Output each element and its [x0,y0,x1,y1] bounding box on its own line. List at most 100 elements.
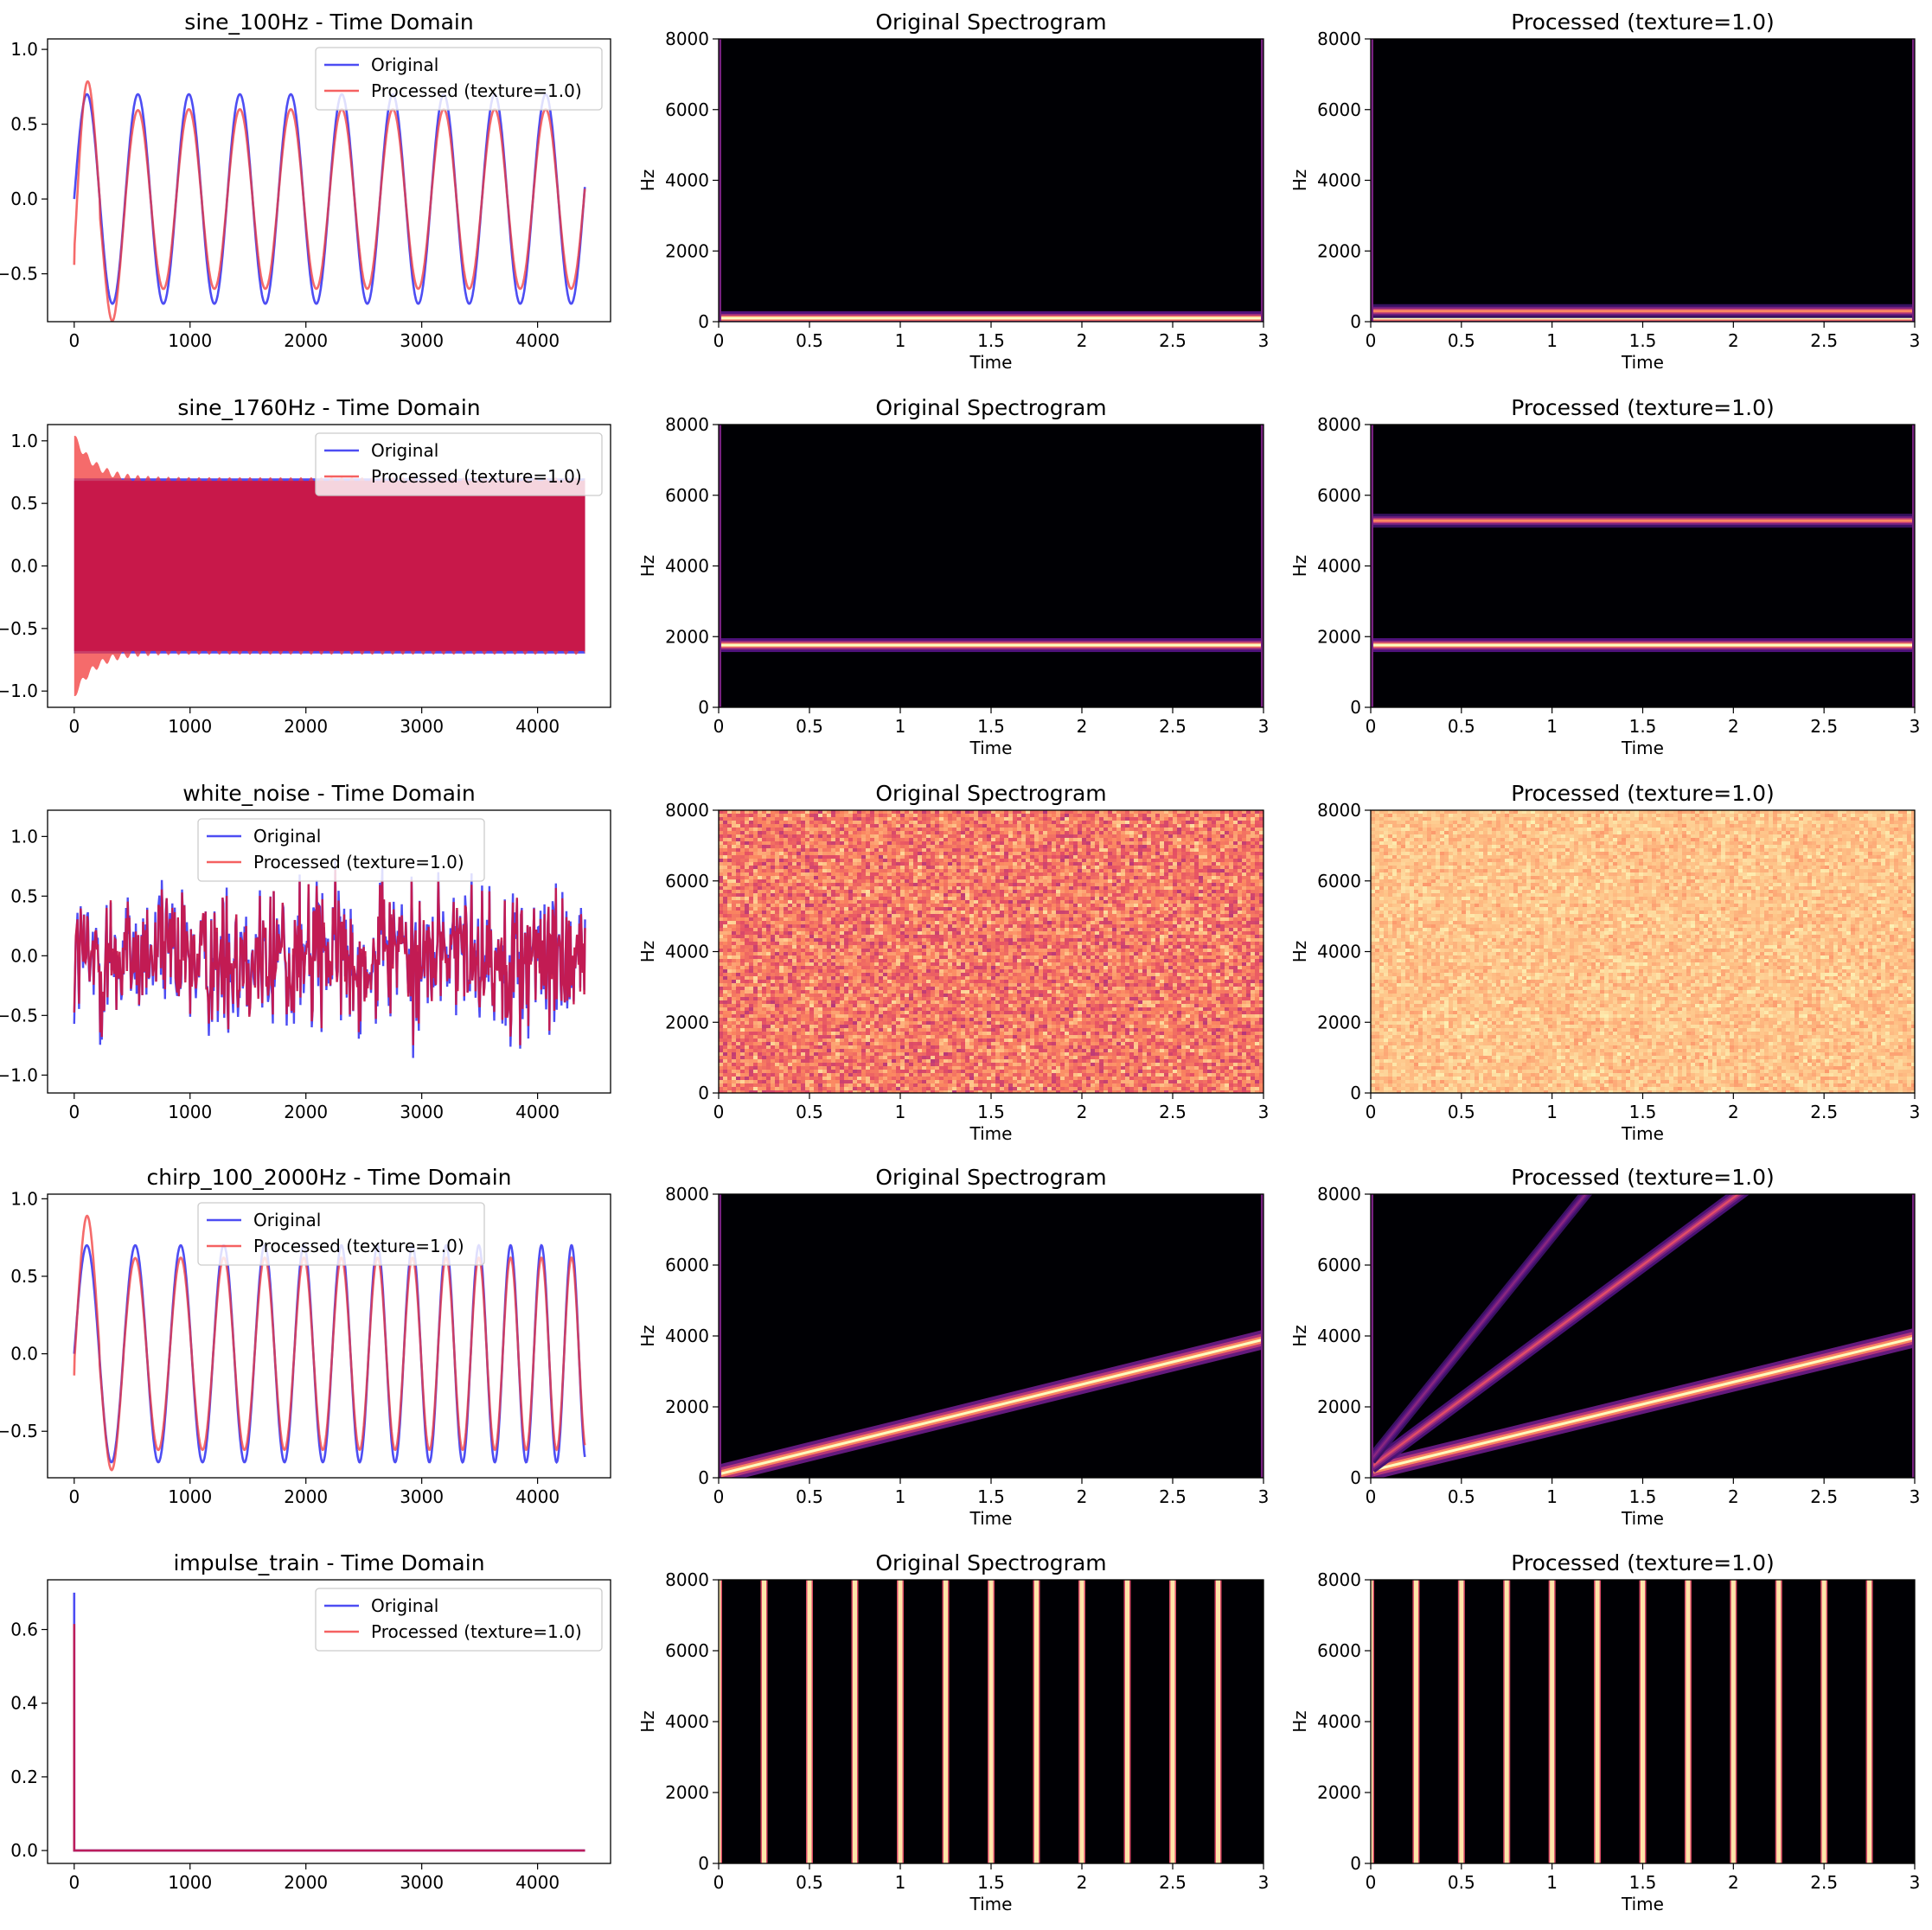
spectrogram-cell [1082,859,1087,863]
spectrogram-cell [840,872,845,877]
spectrogram-cell [1060,848,1065,853]
spectrogram-cell [913,924,918,929]
spectrogram-cell [779,924,784,929]
spectrogram-cell [766,938,771,943]
spectrogram-cell [719,935,724,939]
spectrogram-cell [879,876,884,880]
spectrogram-cell [1065,928,1070,932]
spectrogram-cell [740,852,745,856]
spectrogram-cell [866,845,871,849]
spectrogram-cell [944,831,949,835]
spectrogram-cell [814,883,819,887]
spectrogram-cell [788,838,793,842]
spectrogram-cell [749,866,754,870]
spectrogram-cell [822,931,828,936]
y-tick-label: 2000 [665,626,709,647]
spectrogram-cell [835,890,841,894]
spectrogram-cell [1000,883,1005,887]
spectrogram-cell [857,848,862,853]
spectrogram-cell [771,911,776,915]
spectrogram-cell [784,848,789,853]
spectrogram-cell [1000,834,1005,839]
spectrogram-cell [1021,862,1027,866]
spectrogram-cell [779,917,784,922]
spectrogram-cell [1013,879,1018,884]
spectrogram-cell [1129,821,1135,825]
spectrogram-cell [749,917,754,922]
spectrogram-cell [974,859,979,863]
spectrogram-cell [926,921,931,925]
spectrogram-cell [965,917,970,922]
spectrogram-cell [848,928,854,932]
spectrogram-cell [987,914,992,918]
spectrogram-cell [974,862,979,866]
spectrogram-cell [1129,859,1135,863]
spectrogram-cell [822,838,828,842]
spectrogram-cell [1190,810,1195,815]
spectrogram-cell [995,883,1001,887]
spectrogram-cell [1216,866,1221,870]
spectrogram-cell [1259,838,1263,842]
spectrogram-cell [1030,821,1035,825]
spectrogram-cell [1246,869,1251,873]
spectrogram-cell [1043,834,1048,839]
spectrogram-cell [900,886,905,891]
spectrogram-cell [861,890,867,894]
spectrogram-cell [766,886,771,891]
spectrogram-cell [1181,914,1187,918]
spectrogram-cell [1017,904,1022,908]
spectrogram-cell [1069,817,1074,821]
spectrogram-cell [870,848,875,853]
spectrogram-cell [1078,897,1083,901]
spectrogram-cell [926,890,931,894]
spectrogram-cell [887,872,892,877]
spectrogram-cell [1186,852,1191,856]
spectrogram-cell [723,938,728,943]
spectrogram-cell [1116,831,1122,835]
spectrogram-cell [1078,876,1083,880]
spectrogram-cell [1259,845,1263,849]
spectrogram-cell [1069,890,1074,894]
spectrogram-cell [1125,866,1130,870]
spectrogram-cell [719,890,724,894]
spectrogram-cell [1142,834,1148,839]
spectrogram-cell [1104,838,1109,842]
spectrogram-cell [723,900,728,904]
spectrogram-cell [801,869,806,873]
spectrogram-cell [1168,841,1174,846]
spectrogram-cell [965,855,970,860]
spectrogram-cell [935,869,940,873]
spectrogram-cell [1203,893,1208,898]
spectrogram-cell [1242,831,1247,835]
spectrogram-cell [831,852,836,856]
spectrogram-cell [1251,914,1256,918]
spectrogram-cell [745,869,750,873]
spectrogram-cell [1121,879,1126,884]
spectrogram-cell [952,862,957,866]
spectrogram-cell [995,931,1001,936]
tone-band [1371,519,1915,522]
spectrogram-cell [991,859,996,863]
spectrogram-cell [1021,935,1027,939]
spectrogram-cell [814,828,819,832]
spectrogram-cell [978,911,983,915]
spectrogram-cell [835,869,841,873]
spectrogram-cell [1212,893,1217,898]
spectrogram-cell [723,928,728,932]
spectrogram-cell [1199,893,1204,898]
spectrogram-cell [1065,828,1070,832]
spectrogram-cell [969,879,975,884]
spectrogram-cell [818,814,823,818]
spectrogram-cell [922,869,927,873]
spectrogram-cell [1052,917,1057,922]
spectrogram-cell [961,834,966,839]
spectrogram-cell [1099,862,1104,866]
spectrogram-cell [1086,859,1091,863]
spectrogram-cell [861,834,867,839]
spectrogram-cell [822,921,828,925]
spectrogram-cell [1034,904,1040,908]
spectrogram-cell [1251,834,1256,839]
spectrogram-cell [775,921,780,925]
spectrogram-cell [1008,817,1014,821]
spectrogram-cell [1112,907,1117,911]
